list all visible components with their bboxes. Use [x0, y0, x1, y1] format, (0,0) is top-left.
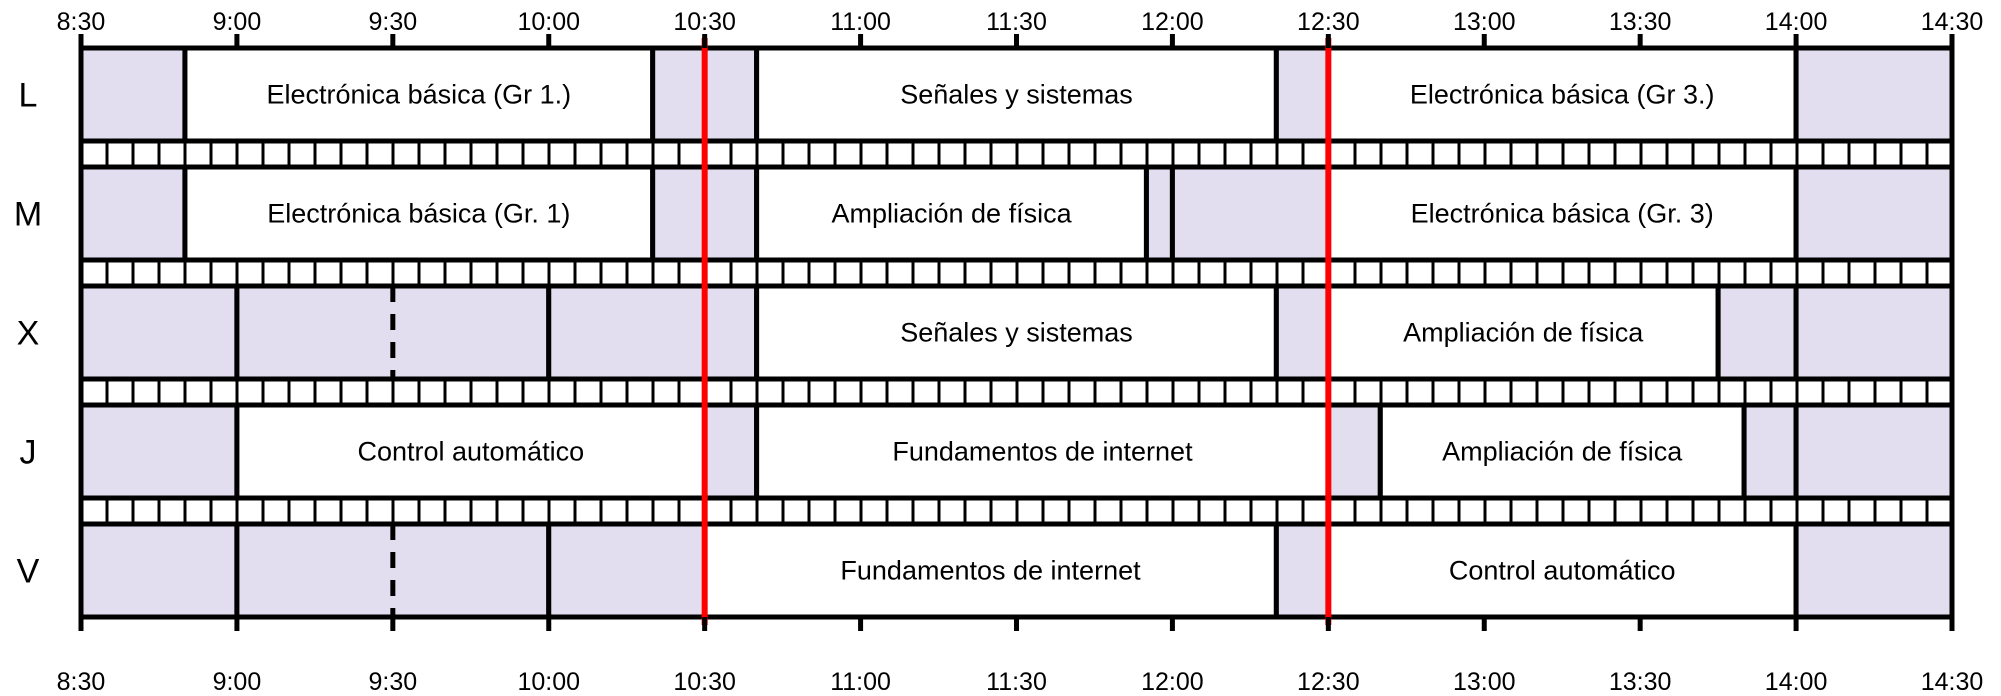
top-tick-label: 11:00: [830, 8, 891, 36]
day-rows: Electrónica básica (Gr 1.) Señales y sist…: [78, 45, 1955, 620]
free-slot: [78, 164, 188, 263]
bottom-tick-label: 13:00: [1453, 668, 1516, 696]
top-tick-label: 9:30: [368, 8, 417, 36]
free-slot: [1273, 283, 1331, 382]
separator-strip: [78, 376, 1955, 408]
bottom-tick-label: 11:00: [830, 668, 891, 696]
top-tick-label: 14:00: [1765, 8, 1828, 36]
day-label-j: J: [20, 434, 37, 472]
class-label: Ampliación de física: [831, 199, 1072, 229]
free-slot: [1715, 283, 1799, 382]
bottom-tick-label: 10:00: [517, 668, 580, 696]
day-label-v: V: [17, 553, 40, 591]
bottom-tick-label: 12:30: [1297, 668, 1360, 696]
free-slot: [78, 45, 188, 144]
bottom-tick-label: 9:30: [368, 668, 417, 696]
top-tick-label: 14:30: [1921, 8, 1984, 36]
free-slot: [1143, 164, 1175, 263]
class-label: Señales y sistemas: [900, 80, 1133, 110]
free-slot: [1273, 521, 1331, 620]
bottom-tick-label: 11:30: [986, 668, 1047, 696]
free-slot: [78, 402, 240, 501]
class-label: Control automático: [1449, 556, 1676, 586]
class-block-electronica-basica-gr-1: [182, 45, 656, 144]
class-label: Electrónica básica (Gr. 1): [267, 199, 570, 229]
free-slot: [702, 402, 760, 501]
class-label: Ampliación de física: [1442, 437, 1683, 467]
free-slot: [78, 283, 240, 382]
top-tick-label: 12:00: [1141, 8, 1204, 36]
top-tick-label: 8:30: [57, 8, 106, 36]
day-row-x: Señales y sistemas Ampliación de física: [78, 283, 1955, 382]
day-row-l: Electrónica básica (Gr 1.) Señales y sist…: [78, 45, 1955, 144]
class-label: Fundamentos de internet: [840, 556, 1141, 586]
day-row-m: Electrónica básica (Gr. 1) Ampliación de …: [78, 164, 1955, 263]
bottom-tick-label: 12:00: [1141, 668, 1204, 696]
bottom-tick-label: 8:30: [57, 668, 106, 696]
class-label: Electrónica básica (Gr 3.): [1410, 80, 1715, 110]
free-slot: [1273, 45, 1331, 144]
bottom-tick-label: 14:30: [1921, 668, 1984, 696]
class-label: Fundamentos de internet: [892, 437, 1193, 467]
day-labels: L M X J V: [14, 77, 42, 591]
free-slot: [1793, 164, 1955, 263]
free-slot: [1793, 45, 1955, 144]
top-tick-label: 9:00: [213, 8, 262, 36]
free-slot: [546, 521, 708, 620]
class-label: Señales y sistemas: [900, 318, 1133, 348]
class-label: Electrónica básica (Gr. 3): [1411, 199, 1714, 229]
free-slot: [1741, 402, 1799, 501]
separator-strips: [78, 138, 1955, 527]
free-slot: [1793, 521, 1955, 620]
bottom-tick-label: 9:00: [213, 668, 262, 696]
separator-strip: [78, 495, 1955, 527]
free-slot: [1325, 402, 1383, 501]
class-block-control-automatico: [234, 402, 708, 501]
free-slot: [1169, 164, 1331, 263]
day-row-v: Fundamentos de internet Control automátic…: [78, 521, 1955, 620]
bottom-tick-label: 13:30: [1609, 668, 1672, 696]
free-slot: [78, 521, 240, 620]
separator-strip: [78, 257, 1955, 289]
red-marker-lines: [701, 38, 1332, 625]
free-slot: [1793, 283, 1955, 382]
separator-strip: [78, 138, 1955, 170]
top-tick-label: 11:30: [986, 8, 1047, 36]
top-tick-label: 10:30: [673, 8, 736, 36]
top-tick-label: 13:00: [1453, 8, 1516, 36]
free-slot: [1793, 402, 1955, 501]
day-label-x: X: [17, 315, 40, 353]
class-label: Control automático: [357, 437, 584, 467]
top-tick-label: 12:30: [1297, 8, 1360, 36]
bottom-tick-label: 14:00: [1765, 668, 1828, 696]
time-axes: 8:30 8:30 9:00 9:00 9:30 9:30 10:00 10:00 10:30 1…: [57, 8, 1984, 696]
class-label: Ampliación de física: [1403, 318, 1644, 348]
day-row-j: Control automático Fundamentos de interne…: [78, 402, 1955, 501]
top-tick-label: 10:00: [517, 8, 580, 36]
class-label: Electrónica básica (Gr 1.): [267, 80, 572, 110]
top-tick-label: 13:30: [1609, 8, 1672, 36]
free-slot: [546, 283, 760, 382]
bottom-tick-label: 10:30: [673, 668, 736, 696]
day-label-l: L: [19, 77, 38, 115]
class-block-senales-y-sistemas: [754, 283, 1279, 382]
day-label-m: M: [14, 196, 42, 234]
